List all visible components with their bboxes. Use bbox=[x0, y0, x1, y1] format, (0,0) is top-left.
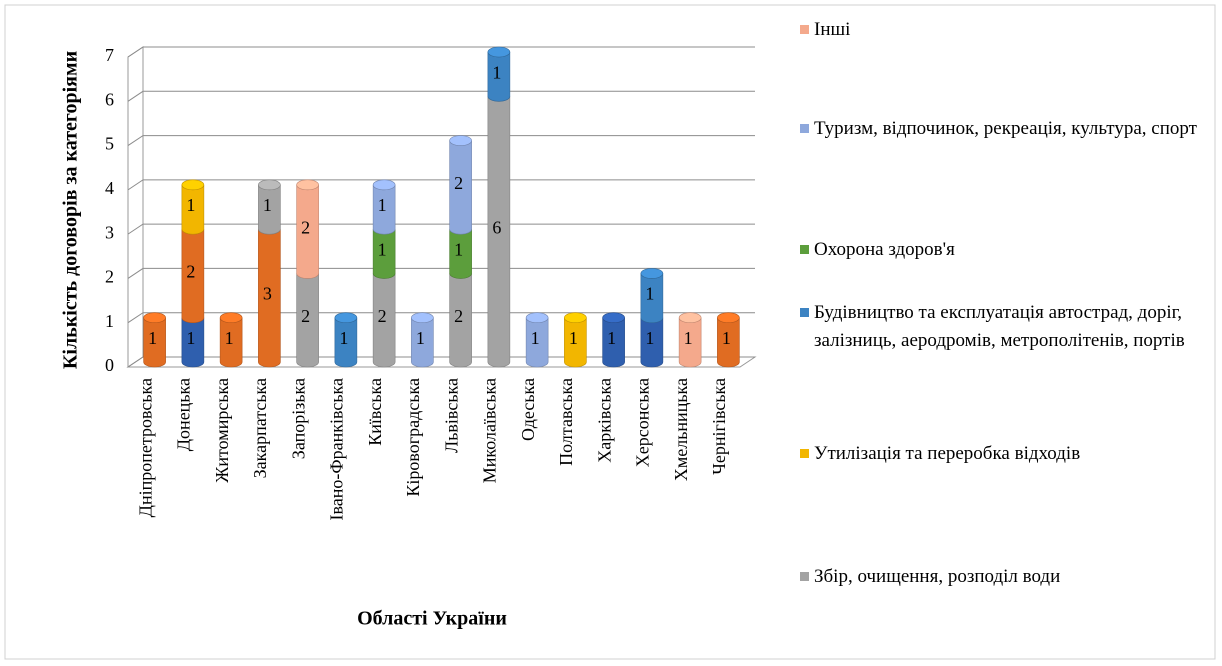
bar-cap bbox=[411, 312, 434, 324]
grid-line bbox=[127, 223, 755, 235]
bar-cap bbox=[181, 179, 205, 191]
data-label: 1 bbox=[492, 62, 501, 82]
data-label: 2 bbox=[301, 217, 310, 237]
data-label: 1 bbox=[645, 328, 654, 348]
data-label: 2 bbox=[186, 262, 195, 282]
legend-label: Охорона здоров'я bbox=[814, 239, 955, 260]
bar-cap bbox=[143, 312, 166, 324]
x-tick-label: Івано-Франківська bbox=[327, 378, 347, 521]
data-label: 2 bbox=[454, 306, 463, 326]
legend-label: Утилізація та переробка відходів bbox=[814, 443, 1081, 464]
bar-cap bbox=[678, 312, 702, 324]
bar-cap bbox=[258, 179, 281, 191]
x-tick-label: Кіровоградська bbox=[403, 378, 423, 497]
bar-cap bbox=[564, 312, 587, 324]
bar-cap bbox=[372, 179, 396, 191]
y-tick-label: 3 bbox=[105, 222, 114, 242]
data-label: 1 bbox=[684, 328, 693, 348]
data-label: 1 bbox=[225, 328, 234, 348]
data-label: 1 bbox=[186, 328, 195, 348]
data-label: 1 bbox=[378, 239, 387, 259]
y-tick-label: 7 bbox=[105, 45, 114, 65]
legend-swatch bbox=[800, 572, 809, 581]
chart-border bbox=[4, 4, 1216, 660]
grid-line bbox=[127, 356, 755, 368]
data-label: 1 bbox=[339, 328, 348, 348]
data-label: 1 bbox=[722, 328, 731, 348]
y-tick-label: 0 bbox=[105, 355, 114, 375]
legend-item: Туризм, відпочинок, рекреація, культура,… bbox=[800, 115, 1214, 143]
y-tick-label: 6 bbox=[105, 89, 114, 109]
data-label: 1 bbox=[569, 328, 578, 348]
data-label: 1 bbox=[645, 284, 654, 304]
legend-swatch bbox=[800, 449, 809, 458]
y-tick-label: 4 bbox=[105, 178, 114, 198]
back-wall bbox=[127, 46, 144, 368]
data-label: 1 bbox=[454, 239, 463, 259]
grid-line bbox=[127, 312, 755, 324]
legend-label: Збір, очищення, розподіл води bbox=[814, 566, 1061, 587]
legend-swatch bbox=[800, 308, 809, 317]
bar-cap bbox=[449, 135, 472, 146]
legend-item: Інші bbox=[800, 16, 1214, 44]
legend-item: Утилізація та переробка відходів bbox=[800, 440, 1214, 468]
x-tick-label: Київська bbox=[365, 378, 385, 446]
data-label: 2 bbox=[378, 306, 387, 326]
bar-cap bbox=[487, 46, 511, 58]
data-label: 1 bbox=[607, 328, 616, 348]
legend-item: Збір, очищення, розподіл води bbox=[800, 563, 1214, 591]
legend-item: Будівництво та експлуатація автострад, д… bbox=[800, 299, 1214, 355]
x-tick-label: Донецька bbox=[174, 378, 194, 451]
data-label: 1 bbox=[263, 195, 272, 215]
x-tick-label: Львівська bbox=[441, 378, 461, 453]
bar-cap bbox=[296, 179, 319, 191]
x-tick-label: Чернігівська bbox=[709, 378, 729, 475]
legend-swatch bbox=[800, 124, 809, 133]
legend-label: Туризм, відпочинок, рекреація, культура,… bbox=[814, 118, 1197, 139]
bar-cap bbox=[602, 312, 625, 324]
y-tick-label: 1 bbox=[105, 311, 114, 331]
x-tick-label: Херсонська bbox=[633, 378, 653, 467]
legend-item: Охорона здоров'я bbox=[800, 236, 1214, 264]
bar-cap bbox=[525, 312, 549, 324]
grid-line bbox=[127, 267, 755, 279]
y-axis-title: Кількість договорів за категоріями bbox=[60, 51, 82, 369]
x-tick-label: Закарпатська bbox=[250, 378, 270, 478]
x-tick-label: Харківська bbox=[594, 378, 614, 463]
data-label: 1 bbox=[416, 328, 425, 348]
legend-label: Будівництво та експлуатація автострад, д… bbox=[814, 302, 1185, 351]
y-tick-label: 5 bbox=[105, 134, 114, 154]
data-label: 2 bbox=[454, 173, 463, 193]
x-tick-label: Хмельницька bbox=[671, 378, 691, 481]
x-tick-label: Житомирська bbox=[212, 378, 232, 483]
bar-cap bbox=[717, 312, 740, 324]
data-label: 1 bbox=[148, 328, 157, 348]
legend-swatch bbox=[800, 25, 809, 34]
legend-swatch bbox=[800, 245, 809, 254]
bar-cap bbox=[219, 312, 243, 324]
legend-label: Інші bbox=[814, 19, 851, 40]
bar-cap bbox=[334, 312, 358, 324]
data-label: 2 bbox=[301, 306, 310, 326]
y-tick-label: 2 bbox=[105, 267, 114, 287]
grid-line bbox=[127, 46, 755, 58]
x-tick-label: Полтавська bbox=[556, 378, 576, 466]
data-label: 1 bbox=[531, 328, 540, 348]
grid-line bbox=[127, 135, 755, 146]
data-label: 3 bbox=[263, 284, 272, 304]
grid-line bbox=[127, 90, 755, 102]
x-tick-label: Одеська bbox=[518, 378, 538, 441]
bar-cap bbox=[640, 268, 664, 279]
x-tick-label: Запорізька bbox=[288, 378, 308, 459]
data-label: 1 bbox=[378, 195, 387, 215]
x-tick-label: Миколаївська bbox=[480, 378, 500, 483]
x-axis-title: Області України bbox=[357, 608, 507, 630]
grid-line bbox=[127, 179, 755, 191]
data-label: 6 bbox=[492, 217, 501, 237]
data-label: 1 bbox=[186, 195, 195, 215]
x-tick-label: Дніпропетровська bbox=[135, 378, 155, 517]
